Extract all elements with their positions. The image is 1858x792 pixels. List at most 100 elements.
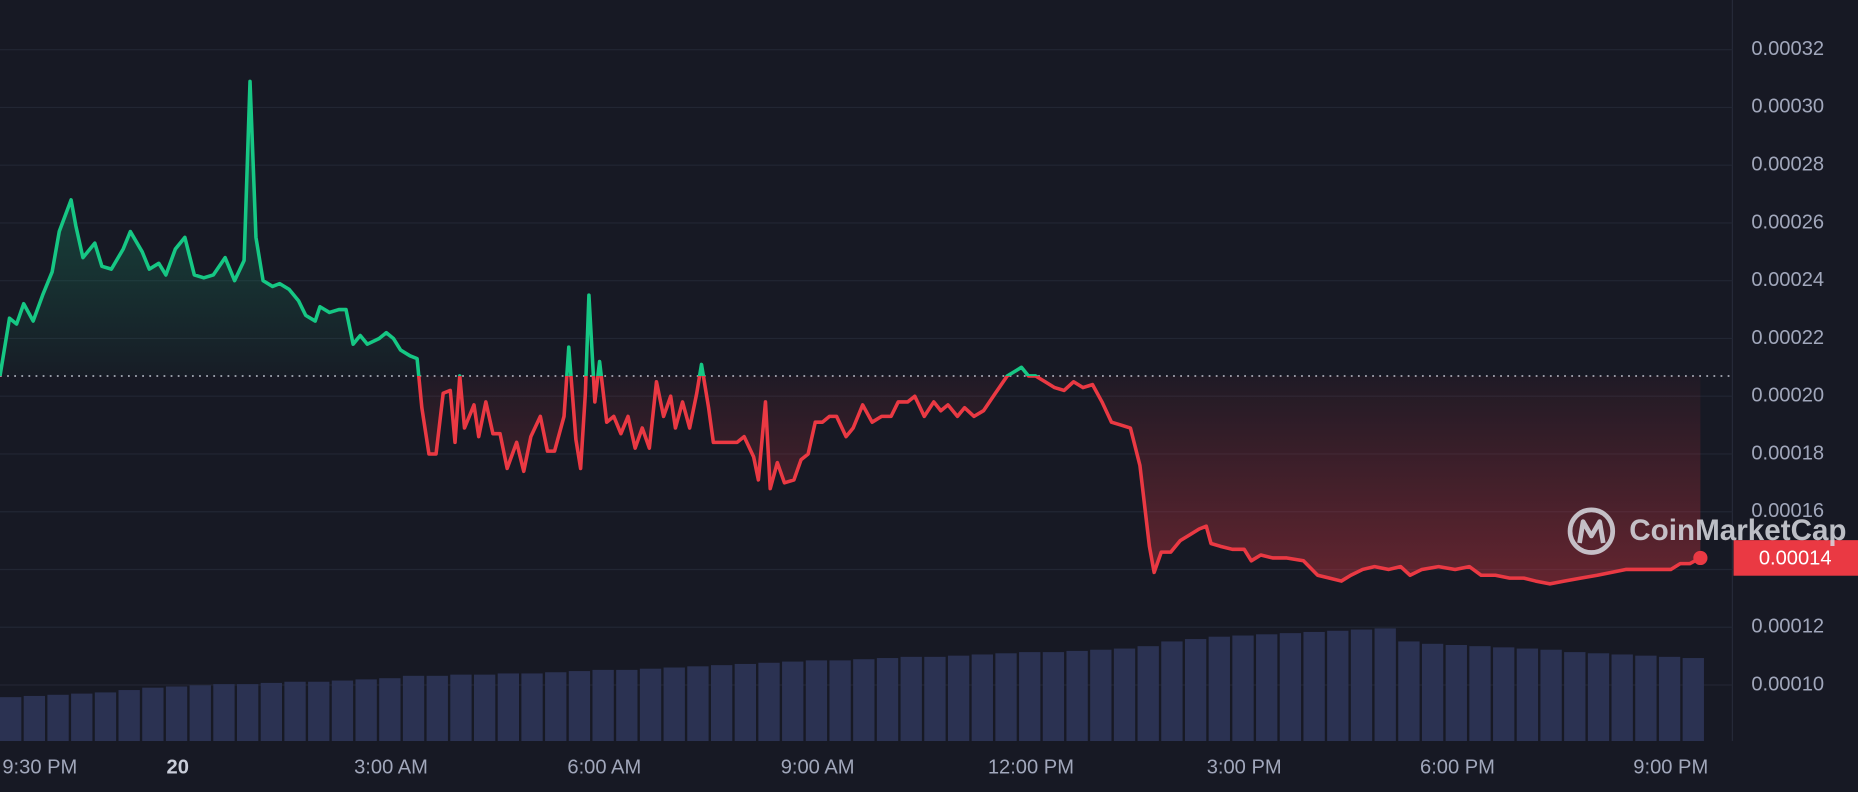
volume-bar bbox=[1303, 631, 1325, 742]
volume-bar bbox=[1350, 629, 1373, 742]
volume-bar bbox=[1682, 658, 1704, 742]
volume-bar bbox=[450, 674, 472, 742]
watermark: CoinMarketCap bbox=[1567, 507, 1847, 555]
price-tag-bg bbox=[1733, 540, 1858, 576]
volume-bar bbox=[1516, 648, 1539, 742]
volume-bar bbox=[260, 682, 283, 742]
volume-bar bbox=[1469, 646, 1491, 742]
volume-bar bbox=[853, 659, 875, 742]
volume-bar bbox=[71, 693, 93, 742]
x-tick-label: 6:00 AM bbox=[567, 757, 641, 779]
volume-bar bbox=[592, 669, 614, 742]
volume-bar bbox=[1019, 652, 1041, 742]
volume-bar bbox=[1256, 634, 1278, 742]
price-line bbox=[0, 79, 1702, 586]
volume-bar bbox=[1374, 628, 1396, 742]
volume-bar bbox=[165, 686, 188, 742]
y-tick-label: 0.00010 bbox=[1751, 673, 1824, 695]
y-tick-label: 0.00024 bbox=[1751, 269, 1824, 291]
x-tick-label: 9:00 AM bbox=[781, 757, 855, 779]
x-tick-label: 3:00 PM bbox=[1207, 757, 1282, 779]
volume-bar bbox=[805, 660, 828, 742]
x-tick-label: 6:00 PM bbox=[1420, 757, 1495, 779]
y-tick-label: 0.00018 bbox=[1751, 442, 1824, 464]
volume-bar bbox=[1184, 639, 1207, 742]
volume-bar bbox=[23, 695, 46, 742]
volume-bar bbox=[1493, 647, 1515, 742]
volume-bar bbox=[1232, 635, 1254, 742]
volume-bar bbox=[758, 662, 780, 742]
volume-bar bbox=[497, 673, 520, 742]
price-area bbox=[0, 81, 1701, 584]
volume-bar bbox=[734, 663, 756, 742]
volume-bar bbox=[971, 654, 993, 742]
volume-bar bbox=[402, 675, 425, 742]
y-tick-label: 0.00020 bbox=[1751, 385, 1824, 407]
volume-bar bbox=[1635, 655, 1657, 742]
y-tick-label: 0.00026 bbox=[1751, 211, 1824, 233]
volume-bar bbox=[1398, 641, 1420, 742]
volume-bar bbox=[1540, 649, 1562, 742]
volume-bar bbox=[1113, 648, 1136, 742]
volume-bar bbox=[876, 658, 899, 742]
volume-bar bbox=[829, 660, 851, 742]
x-tick-label: 3:00 AM bbox=[354, 757, 428, 779]
volume-bar bbox=[1421, 643, 1444, 742]
volume-bar bbox=[118, 690, 140, 742]
volume-bar bbox=[616, 669, 638, 742]
volume-bar bbox=[568, 671, 591, 742]
volume-bar bbox=[1658, 656, 1681, 742]
volume-bar bbox=[1445, 644, 1467, 742]
volume-bar bbox=[308, 681, 330, 742]
volume-bar bbox=[1587, 653, 1610, 742]
volume-bar bbox=[0, 697, 22, 742]
volume-bar bbox=[189, 685, 211, 742]
volume-bar bbox=[1327, 630, 1349, 742]
volume-bar bbox=[639, 668, 662, 742]
volume-bar bbox=[1137, 646, 1159, 742]
y-tick-label: 0.00028 bbox=[1751, 153, 1824, 175]
volume-bar bbox=[710, 665, 733, 742]
volume-bar bbox=[379, 678, 401, 742]
volume-bar bbox=[213, 684, 235, 742]
volume-bar bbox=[142, 687, 164, 742]
x-tick-label: 20 bbox=[167, 757, 189, 779]
volume-bar bbox=[687, 666, 709, 742]
volume-bar bbox=[1611, 654, 1633, 742]
volume-bar bbox=[236, 684, 259, 742]
volume-bar bbox=[545, 672, 567, 742]
volume-bar bbox=[1564, 652, 1586, 742]
y-tick-label: 0.00012 bbox=[1751, 616, 1824, 638]
last-point bbox=[1693, 550, 1708, 566]
volume-bar bbox=[924, 656, 946, 742]
volume-bar bbox=[355, 679, 377, 742]
x-tick-label: 9:00 PM bbox=[1633, 757, 1708, 779]
price-tag-label: 0.00014 bbox=[1759, 547, 1832, 569]
y-tick-label: 0.00016 bbox=[1751, 500, 1824, 522]
price-tag: 0.00014 bbox=[1733, 540, 1858, 576]
volume-bar bbox=[521, 673, 543, 742]
volume-bar bbox=[995, 653, 1017, 742]
volume-bar bbox=[782, 661, 804, 742]
x-tick-label: 9:30 PM bbox=[2, 757, 77, 779]
watermark-text: CoinMarketCap bbox=[1629, 514, 1846, 547]
volume-bar bbox=[1042, 652, 1065, 742]
volume-bar bbox=[426, 675, 448, 742]
volume-bar bbox=[900, 656, 922, 742]
volume-bar bbox=[947, 655, 970, 742]
y-tick-label: 0.00030 bbox=[1751, 96, 1824, 118]
x-tick-label: 12:00 PM bbox=[988, 757, 1074, 779]
logo-ring bbox=[1567, 507, 1616, 555]
volume-bar bbox=[47, 694, 69, 742]
volume-bar bbox=[473, 674, 496, 742]
volume-bar bbox=[331, 680, 354, 742]
volume-bar bbox=[663, 667, 685, 742]
volume-bar bbox=[94, 692, 117, 742]
volume-bar bbox=[1066, 650, 1088, 742]
y-tick-label: 0.00032 bbox=[1751, 38, 1824, 60]
volume-bar bbox=[1090, 649, 1112, 742]
volume-bar bbox=[1161, 641, 1183, 742]
logo-m bbox=[1577, 519, 1606, 544]
